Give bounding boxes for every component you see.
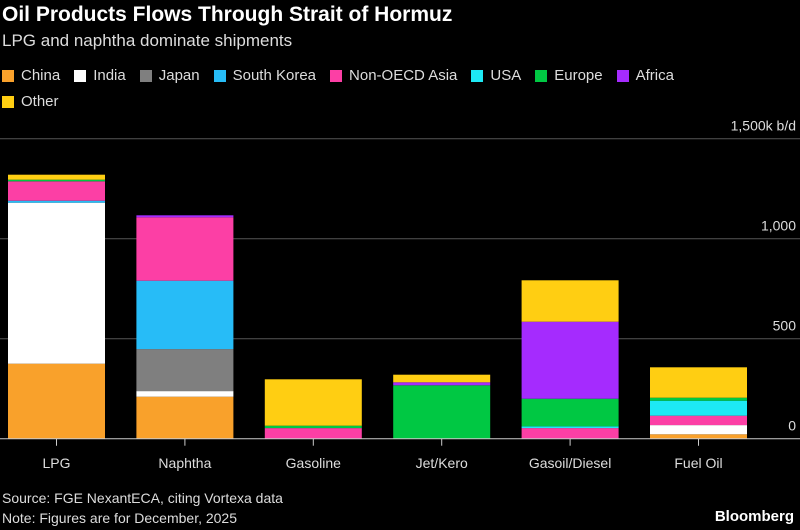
x-tick-label: Jet/Kero [416, 455, 468, 471]
legend-item: Non-OECD Asia [330, 64, 457, 88]
x-tick-label: Gasoline [286, 455, 341, 471]
bar-segment [8, 181, 105, 201]
bar-segment [521, 280, 619, 322]
legend-label: Japan [158, 67, 200, 84]
bar-segment [650, 400, 747, 416]
bar-segment [393, 382, 491, 386]
x-tick-label: Naphtha [158, 455, 211, 471]
legend-swatch [330, 70, 343, 82]
bar-segment [136, 280, 234, 350]
legend-swatch [74, 70, 87, 82]
legend-label: Non-OECD Asia [349, 67, 458, 84]
x-tick-label: Gasoil/Diesel [529, 455, 611, 471]
legend-swatch [139, 70, 152, 82]
bar-segment [8, 202, 105, 364]
bar-segment [521, 321, 619, 399]
bloomberg-logo: Bloomberg [714, 508, 794, 525]
x-tick-label: Fuel Oil [674, 455, 722, 471]
bar-segment [650, 397, 747, 401]
legend-swatch [616, 70, 629, 82]
bar-segment [650, 434, 747, 439]
bar-segment [8, 363, 105, 439]
y-tick-label: 0 [788, 418, 796, 434]
legend-label: South Korea [232, 67, 317, 84]
legend-label: USA [490, 67, 522, 84]
legend-item: South Korea [213, 64, 317, 88]
bar-segment [136, 396, 234, 439]
legend-swatch [535, 70, 548, 82]
legend-item: USA [471, 64, 521, 88]
legend-label: Africa [635, 67, 674, 84]
legend-item: Other [2, 90, 59, 114]
bar-segment [521, 428, 619, 439]
footnote: Note: Figures are for December, 2025 [2, 510, 238, 526]
bar-segment [8, 179, 105, 182]
legend-label: Europe [554, 67, 603, 84]
legend-item: Japan [139, 64, 200, 88]
bar-segment [393, 385, 491, 439]
bar-segment [521, 398, 619, 427]
bar-segment [8, 200, 105, 203]
legend-item: Europe [535, 64, 603, 88]
source-note: Source: FGE NexantECA, citing Vortexa da… [2, 490, 283, 506]
legend-label: India [93, 67, 126, 84]
bar-segment [650, 415, 747, 426]
bar-segment [521, 426, 619, 429]
y-tick-label: 500 [773, 318, 797, 334]
y-tick-label: 1,500k b/d [731, 118, 796, 134]
chart-subtitle: LPG and naphtha dominate shipments [2, 31, 293, 50]
legend-swatch [2, 70, 14, 82]
legend-item: China [2, 64, 60, 88]
y-tick-label: 1,000 [761, 218, 796, 234]
legend-label: China [21, 67, 61, 84]
legend-swatch [213, 70, 226, 82]
bar-segment [8, 174, 105, 180]
bar-segment [264, 425, 362, 429]
bar-segment [264, 379, 362, 426]
legend-item: India [74, 64, 126, 88]
chart-title: Oil Products Flows Through Strait of Hor… [2, 3, 453, 26]
bar-segment [393, 374, 491, 383]
bar-segment [650, 367, 747, 398]
legend-swatch [2, 96, 14, 108]
bar-segment [136, 391, 234, 397]
bar-segment [264, 428, 362, 439]
bar-segment [136, 215, 234, 218]
legend-label: Other [21, 93, 59, 110]
x-tick-label: LPG [42, 455, 70, 471]
bar-segment [650, 425, 747, 435]
legend-swatch [471, 70, 484, 82]
legend-item: Africa [616, 64, 674, 88]
legend: China India Japan South Korea Non-OECD Asia U… [2, 64, 792, 116]
bar-segment [136, 349, 234, 392]
bar-segment [136, 217, 234, 281]
